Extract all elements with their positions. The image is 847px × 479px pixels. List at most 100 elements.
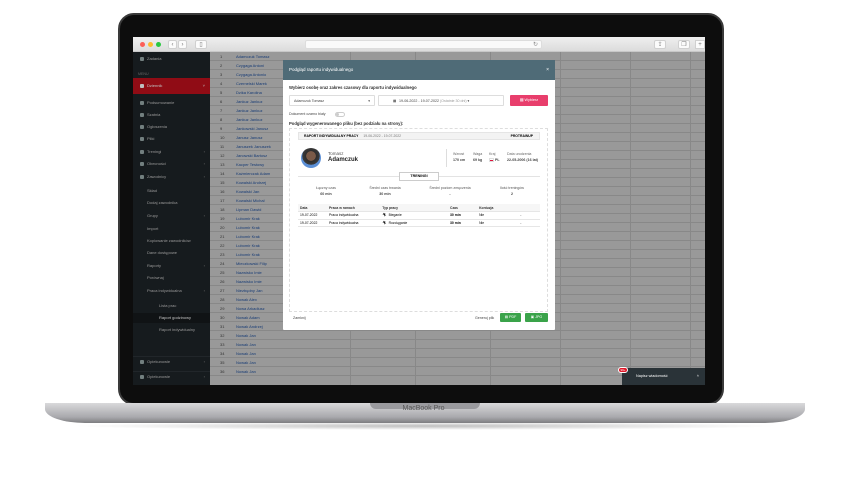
choose-button[interactable]: ▦ Wybierz — [510, 95, 548, 106]
player-name-link[interactable]: Kowalski Michał — [236, 198, 265, 203]
row-number: 14 — [220, 171, 225, 176]
forward-icon[interactable]: › — [178, 40, 187, 49]
player-name-link[interactable]: Lubomir Krak — [236, 252, 260, 257]
sidebar-item-dane-dost-powe[interactable]: Dane dostępowe — [133, 248, 210, 258]
player-name-link[interactable]: Czygaga Antoni — [236, 63, 265, 68]
player-name-link[interactable]: Janusz Janusz — [236, 135, 263, 140]
sidebar-item-lista-prac[interactable]: Lista prac — [133, 301, 210, 311]
stat-value: PL — [489, 158, 500, 163]
player-name-link[interactable]: Nowa Arkadiusz — [236, 306, 265, 311]
sidebar-item-grupy[interactable]: Grupy › — [133, 211, 210, 221]
player-name-link[interactable]: Nazwisko Imie — [236, 279, 262, 284]
player-name-link[interactable]: Janowski Bartosz — [236, 153, 268, 158]
sidebar-item-kopiowanie-zawodnik-w[interactable]: Kopiowanie zawodników — [133, 236, 210, 246]
new-tab-icon[interactable]: + — [695, 40, 705, 49]
chevron-right-icon: › — [203, 374, 205, 379]
sidebar-item-zadania[interactable]: Zadania — [133, 54, 210, 64]
player-name-link[interactable]: Lubomir Krak — [236, 225, 260, 230]
reload-icon[interactable]: ↻ — [532, 42, 538, 48]
choose-button-label: Wybierz — [524, 98, 539, 102]
player-name-link[interactable]: Kowalski Jan — [236, 189, 260, 194]
sidebar-item-obecno-ci[interactable]: Obecności › — [133, 159, 210, 169]
check-icon — [140, 162, 144, 166]
cell-text: Rozciąganie — [388, 220, 408, 225]
pdf-button[interactable]: ▤ PDF — [500, 313, 521, 322]
player-name-link[interactable]: Nowak Jan — [236, 333, 256, 338]
sidebar-item-praca-indywidualna[interactable]: Praca indywidualna › — [133, 286, 210, 296]
sidebar-item-podsumowanie[interactable]: Podsumowanie — [133, 98, 210, 108]
player-name-link[interactable]: Czernelski Marek — [236, 81, 267, 86]
close-icon[interactable]: × — [546, 67, 549, 73]
player-name-link[interactable]: Niezbędny Jan — [236, 288, 263, 293]
sidebar-item-dodaj-zawodnika[interactable]: Dodaj zawodnika — [133, 198, 210, 208]
bw-toggle[interactable] — [335, 112, 345, 117]
sidebar-item-raport-indywidualny[interactable]: Raport indywidualny — [133, 325, 210, 335]
table-row[interactable]: 36 Nowak Jan — [210, 367, 705, 376]
table-row[interactable]: 32 Nowak Jan — [210, 331, 705, 340]
player-name-link[interactable]: Januszek Januszek — [236, 144, 271, 149]
sidebar-item-treningi[interactable]: Treningi › — [133, 147, 210, 157]
sidebar-item-label: Raport indywidualny — [159, 327, 196, 332]
sidebar-item-opiekunowie[interactable]: Opiekunowie › — [133, 371, 210, 381]
player-name-link[interactable]: Nowak Jan — [236, 342, 256, 347]
player-name-link[interactable]: Kaźmierczak Adam — [236, 171, 271, 176]
sidebar-item-zawodnicy[interactable]: Zawodnicy › — [133, 172, 210, 182]
close-window-button[interactable] — [140, 42, 145, 47]
sidebar-toggle-icon[interactable]: ▯ — [195, 40, 207, 49]
player-name-link[interactable]: Nowak Jan — [236, 360, 256, 365]
sidebar-item-sk-ad[interactable]: Skład — [133, 186, 210, 196]
player-name-link[interactable]: Lubomir Krak — [236, 243, 260, 248]
table-row[interactable]: 33 Nowak Jan — [210, 340, 705, 349]
player-name-link[interactable]: Nowak Jan — [236, 369, 256, 374]
player-name-link[interactable]: Lipman Dawid — [236, 207, 262, 212]
player-name-link[interactable]: Adamczuk Tomasz — [236, 54, 270, 59]
back-icon[interactable]: ‹ — [168, 40, 177, 49]
stat-label: Data urodzenia — [507, 152, 532, 156]
row-number: 19 — [220, 216, 225, 221]
sidebar-item-pliki[interactable]: Pliki — [133, 134, 210, 144]
sidebar-item-opiekunowie[interactable]: Opiekunowie › — [133, 356, 210, 366]
jpg-button[interactable]: ▣ JPG — [525, 313, 548, 322]
player-name-link[interactable]: Nowak Jan — [236, 351, 256, 356]
chat-widget[interactable]: Napisz wiadomość ˄ — [622, 368, 705, 385]
player-name-link[interactable]: Kacper Testowy — [236, 162, 265, 167]
person-select[interactable]: Adamczuk Tomasz ▾ — [289, 95, 375, 106]
player-name-link[interactable]: Jankowski Janusz — [236, 126, 269, 131]
player-name-link[interactable]: Jankuz Jankuz — [236, 99, 263, 104]
sidebar-item-por-wnaj[interactable]: Porównaj — [133, 273, 210, 283]
player-name-link[interactable]: Nowak Adam — [236, 315, 260, 320]
sidebar-item-raport-godzinowy[interactable]: Raport godzinowy — [133, 313, 210, 323]
table-row[interactable]: 34 Nowak Jan — [210, 349, 705, 358]
player-name-link[interactable]: Nazwisko Imie — [236, 270, 262, 275]
sidebar-item-szatnia[interactable]: Szatnia — [133, 110, 210, 120]
tabs-icon[interactable]: ❐ — [678, 40, 690, 49]
player-name-link[interactable]: Jankuz Jankuz — [236, 108, 263, 113]
guardians-icon — [140, 360, 144, 364]
share-icon[interactable]: ⇪ — [654, 40, 666, 49]
table-cell: Nie — [477, 219, 519, 227]
player-name-link[interactable]: Czygaga Antonio — [236, 72, 267, 77]
minimize-window-button[interactable] — [148, 42, 153, 47]
row-number: 8 — [220, 117, 223, 122]
player-name-link[interactable]: Mieczkowski Filip — [236, 261, 267, 266]
sidebar-item-og-oszenia[interactable]: Ogłoszenia — [133, 122, 210, 132]
grid-column-line — [690, 52, 691, 385]
maximize-window-button[interactable] — [156, 42, 161, 47]
sidebar-item-dziennik[interactable]: Dziennik ˅ — [133, 78, 210, 94]
player-name-link[interactable]: Nowak Andrzej — [236, 324, 263, 329]
close-button[interactable]: Zamknij — [293, 316, 306, 320]
table-row[interactable]: 35 Nowak Jan — [210, 358, 705, 367]
address-bar[interactable]: ↻ — [305, 40, 542, 49]
date-range-picker[interactable]: ▦ 19-06-2022 - 19-07-2022 (Ostatnie 30 d… — [378, 95, 504, 106]
sidebar-item-import[interactable]: Import — [133, 224, 210, 234]
player-name-link[interactable]: Nowak Alex — [236, 297, 257, 302]
table-row[interactable]: 31 Nowak Andrzej — [210, 322, 705, 331]
calendar-icon: ▦ — [519, 98, 525, 102]
player-name-link[interactable]: Lubomir Krak — [236, 216, 260, 221]
player-name-link[interactable]: Jankuz Jankuz — [236, 117, 263, 122]
player-name-link[interactable]: Kowalski Andrzej — [236, 180, 267, 185]
row-number: 28 — [220, 297, 225, 302]
player-name-link[interactable]: Dzika Karolina — [236, 90, 262, 95]
sidebar-item-raporty[interactable]: Raporty › — [133, 261, 210, 271]
player-name-link[interactable]: Lubomir Krak — [236, 234, 260, 239]
